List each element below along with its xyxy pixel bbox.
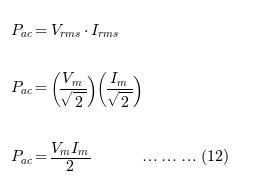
Text: $P_{ac} = V_{rms} \cdot I_{rms}$: $P_{ac} = V_{rms} \cdot I_{rms}$ bbox=[10, 22, 119, 40]
Text: $P_{ac} = \left(\dfrac{V_m}{\sqrt{2}}\right)\left(\dfrac{I_m}{\sqrt{2}}\right)$: $P_{ac} = \left(\dfrac{V_m}{\sqrt{2}}\ri… bbox=[10, 71, 142, 110]
Text: $\ldots \; \ldots \; \ldots \; (12)$: $\ldots \; \ldots \; \ldots \; (12)$ bbox=[141, 148, 230, 167]
Text: $P_{ac} = \dfrac{V_m I_m}{2}$: $P_{ac} = \dfrac{V_m I_m}{2}$ bbox=[10, 141, 90, 174]
